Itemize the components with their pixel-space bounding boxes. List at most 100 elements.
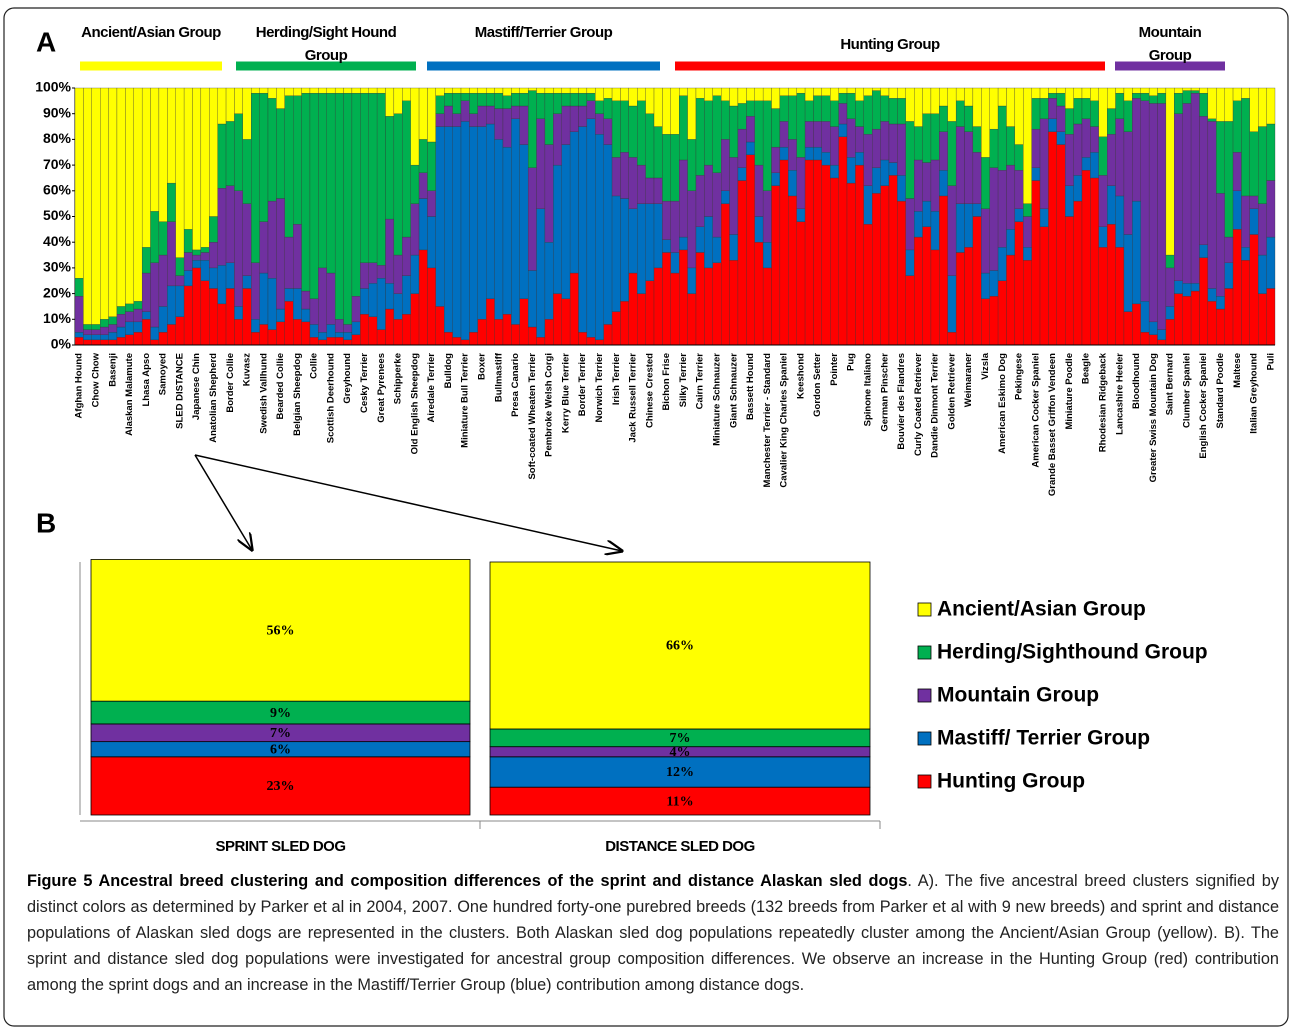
bar-segment bbox=[259, 272, 269, 325]
x-tick-label: Basenji bbox=[107, 353, 118, 387]
bar-segment bbox=[620, 152, 629, 199]
bar-segment bbox=[494, 92, 504, 109]
bar-segment bbox=[561, 144, 571, 299]
bar-segment bbox=[561, 105, 571, 145]
bar-segment bbox=[511, 92, 520, 107]
bar-segment bbox=[1266, 288, 1276, 346]
x-tick-label: Belgian Sheepdog bbox=[292, 353, 303, 436]
panel-label: A bbox=[36, 26, 56, 57]
bar-segment bbox=[183, 270, 193, 287]
bar-segment bbox=[569, 92, 579, 107]
bar-segment bbox=[997, 105, 1007, 171]
bar-segment bbox=[670, 87, 680, 135]
bar-segment bbox=[1182, 296, 1192, 346]
bar-segment bbox=[444, 87, 453, 94]
bar-segment bbox=[855, 126, 864, 153]
x-tick-label: DISTANCE SLED DOG bbox=[605, 838, 755, 855]
x-tick-label: Pug bbox=[846, 353, 857, 371]
bar-segment bbox=[628, 105, 638, 158]
bar-segment bbox=[1140, 87, 1150, 94]
bar-segment bbox=[100, 87, 109, 320]
bar-segment bbox=[712, 87, 722, 96]
bar-segment bbox=[1048, 118, 1057, 132]
bar-segment bbox=[645, 203, 655, 281]
bar-segment bbox=[846, 118, 856, 158]
bar-segment bbox=[301, 92, 311, 292]
bar-segment bbox=[611, 195, 621, 312]
bar-segment bbox=[914, 126, 923, 161]
bar-segment bbox=[930, 211, 940, 251]
bar-segment bbox=[267, 329, 277, 346]
bar-segment bbox=[603, 144, 613, 325]
bar-segment bbox=[754, 164, 764, 217]
bar-segment bbox=[939, 105, 948, 132]
bar-segment bbox=[293, 87, 302, 96]
x-tick-label: Irish Terrier bbox=[611, 353, 622, 405]
bar-segment bbox=[217, 265, 227, 305]
bar-segment bbox=[754, 100, 764, 166]
bar-segment bbox=[141, 319, 151, 346]
bar-segment bbox=[150, 326, 160, 341]
bar-segment bbox=[1165, 267, 1175, 307]
x-tick-label: Bouvier des Flandres bbox=[896, 353, 907, 450]
bar-segment bbox=[1014, 170, 1024, 209]
bar-segment bbox=[838, 136, 848, 346]
bar-segment bbox=[519, 87, 529, 94]
y-tick-label: 20% bbox=[43, 284, 72, 300]
legend-label: Mountain Group bbox=[937, 684, 1099, 707]
bar-segment bbox=[1065, 87, 1074, 109]
bar-segment bbox=[108, 339, 118, 346]
x-tick-label: Gordon Setter bbox=[812, 353, 823, 417]
bar-segment bbox=[519, 298, 529, 346]
bar-segment bbox=[1148, 334, 1158, 346]
bar-segment bbox=[1132, 92, 1141, 99]
bar-segment bbox=[1031, 87, 1041, 99]
group-label: Mountain Group bbox=[1138, 24, 1202, 64]
bar-segment bbox=[301, 308, 311, 323]
bar-segment bbox=[1182, 90, 1192, 104]
bar-segment bbox=[276, 87, 285, 109]
bar-segment bbox=[947, 331, 957, 346]
bar-segment bbox=[779, 159, 789, 346]
bar-segment bbox=[116, 87, 126, 307]
arrow bbox=[194, 454, 252, 550]
bar-segment bbox=[1190, 87, 1200, 91]
bar-segment bbox=[729, 105, 739, 158]
bar-segment bbox=[1174, 280, 1183, 294]
x-tick-label: Italian Greyhound bbox=[1249, 353, 1260, 434]
bar-segment bbox=[1140, 92, 1150, 101]
bar-segment bbox=[930, 159, 940, 212]
bar-segment bbox=[620, 100, 629, 153]
bar-segment bbox=[863, 185, 873, 225]
bar-segment bbox=[804, 100, 814, 122]
bar-segment bbox=[930, 87, 940, 114]
bar-segment bbox=[611, 100, 621, 158]
bar-segment bbox=[225, 262, 235, 289]
bar-segment bbox=[989, 270, 999, 297]
bar-segment bbox=[368, 87, 378, 94]
bar-segment bbox=[914, 236, 923, 346]
bar-segment bbox=[1258, 87, 1267, 127]
bar-segment bbox=[100, 339, 109, 346]
bar-segment bbox=[1174, 293, 1183, 346]
bar-segment bbox=[637, 203, 646, 294]
bar-segment bbox=[318, 92, 327, 269]
bar-segment bbox=[653, 87, 663, 127]
bar-segment bbox=[729, 157, 739, 235]
bar-segment bbox=[183, 252, 193, 271]
bar-segment bbox=[74, 331, 84, 338]
bar-segment bbox=[746, 116, 755, 143]
bar-segment bbox=[955, 203, 965, 253]
x-tick-label: Pointer bbox=[829, 353, 840, 386]
bar-segment bbox=[486, 298, 495, 346]
bar-segment bbox=[721, 203, 730, 346]
bar-segment bbox=[679, 159, 688, 238]
bar-segment bbox=[1107, 185, 1116, 225]
bar-segment bbox=[721, 139, 730, 191]
bar-segment bbox=[712, 172, 722, 238]
bar-segment bbox=[494, 108, 504, 140]
bar-segment bbox=[489, 561, 871, 730]
bar-segment bbox=[435, 126, 445, 307]
bar-segment bbox=[687, 139, 697, 191]
bar-segment bbox=[746, 87, 755, 102]
